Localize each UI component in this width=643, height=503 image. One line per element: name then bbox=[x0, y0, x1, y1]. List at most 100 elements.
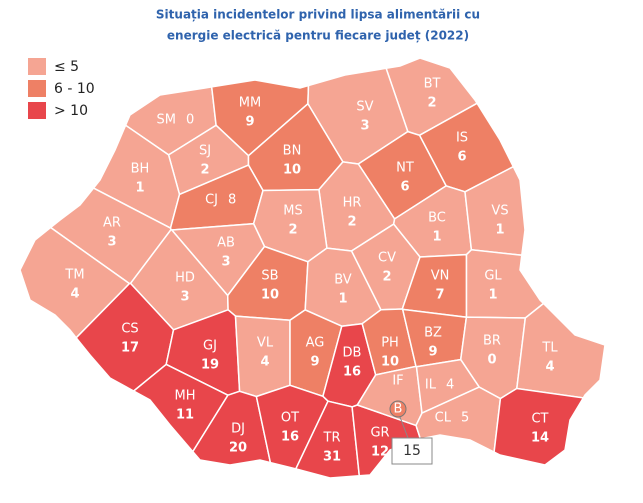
county-value: 3 bbox=[180, 290, 189, 305]
county-value: 2 bbox=[382, 270, 391, 285]
county-code: VN bbox=[431, 269, 450, 284]
county bbox=[389, 400, 407, 418]
county-value: 6 bbox=[457, 150, 466, 165]
county-value: 8 bbox=[228, 193, 236, 208]
county-value: 9 bbox=[310, 355, 319, 370]
county-code: TR bbox=[323, 431, 341, 446]
county-value: 1 bbox=[338, 292, 347, 307]
county-value: 20 bbox=[229, 441, 247, 456]
county-code: HD bbox=[175, 271, 195, 286]
county-code: MM bbox=[239, 96, 261, 111]
callout-box bbox=[391, 437, 433, 465]
county-code: CS bbox=[121, 322, 138, 337]
county-value: 31 bbox=[323, 450, 341, 465]
counties bbox=[19, 57, 606, 479]
title-line: Situația incidentelor privind lipsa alim… bbox=[156, 8, 480, 22]
county-value: 6 bbox=[400, 180, 409, 195]
county-code: TL bbox=[541, 341, 558, 356]
county-value: 12 bbox=[371, 445, 389, 460]
county-value: 1 bbox=[488, 288, 497, 303]
legend-swatch bbox=[28, 102, 46, 119]
county-value: 4 bbox=[70, 287, 79, 302]
county-code: B bbox=[394, 402, 403, 417]
callout-value: 15 bbox=[403, 443, 421, 459]
county-code: BN bbox=[283, 144, 302, 159]
county-code: AB bbox=[217, 236, 235, 251]
county-value: 16 bbox=[281, 430, 299, 445]
county bbox=[515, 302, 606, 399]
county-value: 10 bbox=[283, 163, 301, 178]
county-code: GL bbox=[484, 269, 502, 284]
county-value: 9 bbox=[428, 345, 437, 360]
county-value: 14 bbox=[531, 431, 549, 446]
county-value: 10 bbox=[381, 355, 399, 370]
county-value: 5 bbox=[461, 411, 469, 426]
county-code: OT bbox=[281, 411, 299, 426]
county-value: 1 bbox=[495, 223, 504, 238]
county-code: PH bbox=[381, 336, 399, 351]
legend: ≤ 5 6 - 10 > 10 bbox=[28, 58, 95, 119]
county-code: BR bbox=[483, 334, 501, 349]
county bbox=[19, 226, 131, 339]
county-code: DJ bbox=[231, 422, 245, 437]
county-value: 2 bbox=[427, 96, 436, 111]
county-code: AR bbox=[103, 216, 121, 231]
county-value: 0 bbox=[186, 113, 194, 128]
county-code: HR bbox=[343, 196, 362, 211]
legend-label: ≤ 5 bbox=[54, 59, 79, 75]
county-code: IF bbox=[392, 374, 403, 389]
county-code: AG bbox=[306, 336, 325, 351]
county-value: 4 bbox=[545, 360, 554, 375]
county-value: 3 bbox=[221, 255, 230, 270]
legend-swatch bbox=[28, 80, 46, 97]
county-value: 9 bbox=[245, 115, 254, 130]
county-value: 11 bbox=[176, 408, 194, 423]
county-value: 0 bbox=[487, 353, 496, 368]
callout-line bbox=[399, 416, 409, 439]
county-value: 3 bbox=[107, 235, 116, 250]
county-code: CT bbox=[531, 412, 548, 427]
county-value: 2 bbox=[200, 163, 209, 178]
county-code: DB bbox=[343, 346, 362, 361]
county-code: IL bbox=[425, 378, 437, 393]
county bbox=[493, 387, 585, 466]
county bbox=[191, 390, 272, 466]
county-code: BZ bbox=[424, 326, 442, 341]
county-code: SJ bbox=[199, 144, 211, 159]
county-value: 10 bbox=[261, 288, 279, 303]
county-code: MH bbox=[175, 389, 196, 404]
legend-swatch bbox=[28, 58, 46, 75]
county-code: BC bbox=[428, 211, 446, 226]
county-code: VS bbox=[491, 204, 508, 219]
county-code: VL bbox=[257, 336, 274, 351]
county-code: CL bbox=[435, 411, 452, 426]
county-value: 1 bbox=[432, 230, 441, 245]
county-code: CJ bbox=[205, 193, 218, 208]
title-line: energie electrică pentru fiecare județ (… bbox=[167, 29, 469, 43]
county-code: SB bbox=[261, 269, 278, 284]
county-code: CV bbox=[378, 251, 396, 266]
county-value: 19 bbox=[201, 358, 219, 373]
county-value: 7 bbox=[435, 288, 444, 303]
county-value: 16 bbox=[343, 365, 361, 380]
county-code: GR bbox=[370, 426, 389, 441]
county-value: 2 bbox=[347, 215, 356, 230]
county-code: IS bbox=[456, 131, 468, 146]
legend-label: > 10 bbox=[54, 103, 88, 119]
county-code: BT bbox=[424, 77, 441, 92]
county-value: 1 bbox=[135, 181, 144, 196]
county-code: MS bbox=[283, 204, 302, 219]
county-code: BH bbox=[131, 162, 150, 177]
county-code: SV bbox=[356, 100, 373, 115]
county-code: BV bbox=[334, 273, 352, 288]
county-value: 4 bbox=[446, 378, 454, 393]
county-code: SM bbox=[157, 113, 176, 128]
county-value: 2 bbox=[288, 223, 297, 238]
county-code: GJ bbox=[203, 339, 217, 354]
county bbox=[415, 386, 502, 454]
county-value: 17 bbox=[121, 341, 139, 356]
county-code: TM bbox=[64, 268, 84, 283]
county-code: NT bbox=[396, 161, 414, 176]
